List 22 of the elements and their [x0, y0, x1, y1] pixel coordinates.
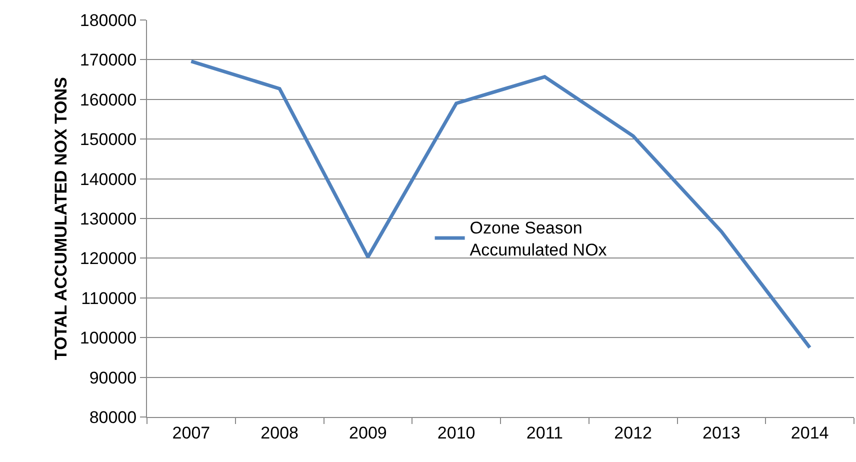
y-axis-title: TOTAL ACCUMULATED NOX TONS [51, 76, 70, 360]
x-tick-label: 2011 [526, 423, 563, 442]
y-tick-label: 90000 [89, 368, 137, 388]
y-tick-label: 110000 [81, 288, 137, 308]
x-tick-label: 2009 [349, 423, 387, 442]
y-tick-label: 100000 [80, 328, 137, 348]
x-tick-label: 2012 [614, 423, 652, 442]
x-tick-label: 2008 [260, 423, 298, 442]
y-tick-label: 130000 [80, 209, 137, 228]
x-tick-label: 2013 [702, 423, 740, 442]
y-tick-label: 140000 [80, 170, 137, 189]
y-tick-label: 180000 [80, 10, 137, 30]
y-tick-label: 160000 [80, 90, 137, 110]
y-tick-label: 170000 [80, 50, 137, 70]
y-tick-label: 120000 [80, 249, 137, 268]
y-tick-label: 150000 [80, 130, 137, 150]
x-tick-label: 2010 [437, 423, 476, 442]
legend-label: Ozone Season Accumulated NOx [470, 218, 608, 260]
y-tick-label: 80000 [89, 408, 137, 427]
line-series [189, 60, 812, 350]
x-tick-label: 2014 [790, 423, 829, 442]
x-tick-label: 2007 [172, 423, 210, 442]
